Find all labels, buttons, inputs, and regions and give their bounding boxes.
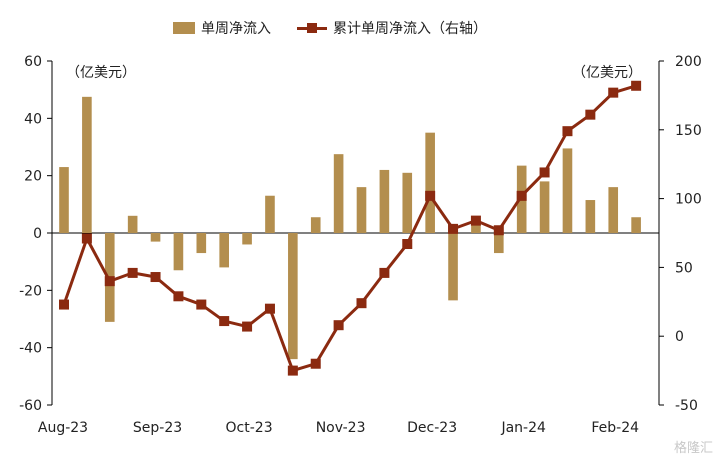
bar (288, 233, 298, 360)
bar (265, 195, 275, 233)
right-tick-label: 150 (675, 123, 702, 139)
line-point (608, 87, 619, 98)
bar (219, 233, 229, 268)
left-tick-label: 40 (24, 111, 42, 127)
line-point (173, 291, 184, 302)
bar (562, 148, 573, 233)
line-point (493, 225, 504, 236)
left-tick-label: 20 (24, 169, 42, 185)
line-point (448, 223, 459, 234)
x-tick-label: Dec-23 (407, 420, 457, 436)
bar (402, 172, 413, 233)
bar (82, 96, 92, 233)
line-point (631, 80, 642, 91)
left-tick-label: -40 (19, 341, 42, 357)
bar (242, 233, 252, 245)
line-point (470, 215, 481, 226)
bar (196, 233, 207, 254)
right-unit-label: （亿美元） (572, 65, 642, 81)
left-tick-label: 60 (24, 54, 42, 70)
x-tick-label: Oct-23 (226, 420, 273, 436)
x-tick-label: Aug-23 (38, 420, 88, 436)
line-point (81, 233, 92, 244)
bar (448, 233, 458, 301)
line-point (333, 320, 344, 331)
line-point (264, 303, 275, 314)
line-point (104, 276, 115, 287)
bar (150, 233, 161, 242)
line-point (562, 126, 573, 137)
cumulative-line (62, 84, 637, 373)
x-tick-label: Sep-23 (133, 420, 182, 436)
line-point (219, 316, 230, 327)
bar (310, 217, 321, 233)
legend-bar-item: 单周净流入 (173, 18, 271, 38)
line-point (242, 321, 253, 332)
line-point (287, 365, 298, 376)
bar (631, 217, 641, 233)
left-tick-label: 0 (33, 226, 42, 242)
line-point (150, 272, 161, 283)
legend-line-item: 累计单周净流入（右轴） (297, 18, 487, 38)
bar (379, 169, 390, 233)
line-point (379, 267, 390, 278)
bar (494, 233, 504, 254)
left-unit-label: （亿美元） (66, 65, 136, 81)
line-point (539, 167, 550, 178)
bar (173, 233, 184, 271)
bar (59, 167, 69, 233)
watermark: 格隆汇 (673, 441, 713, 456)
legend-bar-swatch (173, 22, 195, 34)
line-point (425, 190, 436, 201)
bar (333, 154, 344, 233)
x-tick-label: Jan-24 (500, 420, 546, 436)
right-tick-label: 50 (675, 260, 693, 276)
line-point (127, 267, 138, 278)
bar (539, 181, 550, 233)
bar (356, 187, 367, 233)
bar (127, 215, 138, 233)
line-point (402, 239, 413, 250)
right-tick-label: -50 (675, 398, 698, 414)
line-point (356, 298, 367, 309)
bar (471, 224, 481, 233)
right-tick-label: 200 (675, 54, 702, 70)
bar (425, 132, 435, 233)
right-tick-label: 100 (675, 192, 702, 208)
x-tick-label: Feb-24 (591, 420, 639, 436)
bar (608, 187, 619, 233)
x-tick-label: Nov-23 (316, 420, 366, 436)
left-tick-label: -20 (19, 283, 42, 299)
right-tick-label: 0 (675, 329, 684, 345)
legend-line-swatch (297, 22, 327, 34)
legend-line-label: 累计单周净流入（右轴） (333, 21, 487, 37)
line-point (59, 299, 69, 310)
bar (585, 200, 596, 233)
left-tick-label: -60 (19, 398, 42, 414)
legend-bar-label: 单周净流入 (201, 21, 271, 37)
line-point (310, 358, 321, 369)
line-point (585, 109, 596, 120)
line-point (516, 190, 527, 201)
line-point (196, 299, 207, 310)
legend: 单周净流入 累计单周净流入（右轴） (173, 18, 513, 38)
